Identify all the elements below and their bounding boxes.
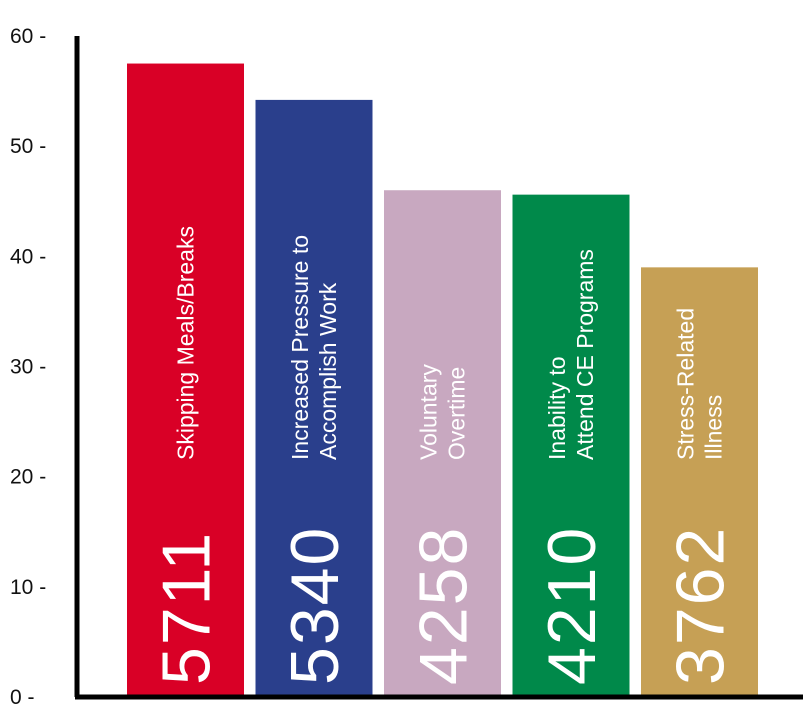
y-axis-ticks: 0 - 10 - 20 - 30 - 40 - 50 - 60 - bbox=[10, 25, 46, 709]
bar bbox=[255, 99, 373, 697]
bar-count-label: 4258 bbox=[406, 526, 482, 685]
bar-category-label: Skipping Meals/Breaks bbox=[173, 226, 199, 460]
y-tick-label: 20 - bbox=[10, 466, 46, 489]
bar-count-label: 5711 bbox=[149, 531, 225, 685]
bar-category-label: Voluntary bbox=[416, 364, 442, 460]
bar-category-label: Overtime bbox=[444, 367, 470, 460]
bar-group: Stress-Related Illness 3762 bbox=[641, 267, 758, 697]
bar-category-label: Illness bbox=[701, 395, 727, 460]
y-tick-label: 40 - bbox=[10, 245, 46, 268]
bar-count-label: 5340 bbox=[277, 526, 353, 685]
bar-group: Inability to Attend CE Programs 4210 bbox=[512, 194, 630, 697]
y-tick-label: 50 - bbox=[10, 135, 46, 158]
bar bbox=[384, 190, 501, 697]
bar-group: Skipping Meals/Breaks 5711 bbox=[127, 63, 244, 697]
bar bbox=[512, 194, 630, 697]
bar-category-label: Accomplish Work bbox=[315, 282, 341, 460]
bar-category-label: Inability to bbox=[544, 356, 570, 460]
y-tick-label: 10 - bbox=[10, 576, 46, 599]
bar-category-label: Attend CE Programs bbox=[572, 249, 598, 460]
bar-count-label: 4210 bbox=[534, 526, 610, 685]
y-tick-label: 30 - bbox=[10, 356, 46, 379]
bar bbox=[641, 267, 758, 697]
bar bbox=[127, 63, 244, 697]
bars: Skipping Meals/Breaks 5711 Increased Press… bbox=[127, 63, 758, 697]
bar-group: Increased Pressure to Accomplish Work 5340 bbox=[255, 99, 373, 697]
bar-category-label: Increased Pressure to bbox=[287, 235, 313, 460]
bar-category-label: Stress-Related bbox=[673, 308, 699, 460]
bar-count-label: 3762 bbox=[663, 526, 739, 685]
y-tick-label: 0 - bbox=[10, 686, 35, 709]
bar-group: Voluntary Overtime 4258 bbox=[384, 190, 501, 697]
y-tick-label: 60 - bbox=[10, 25, 46, 48]
